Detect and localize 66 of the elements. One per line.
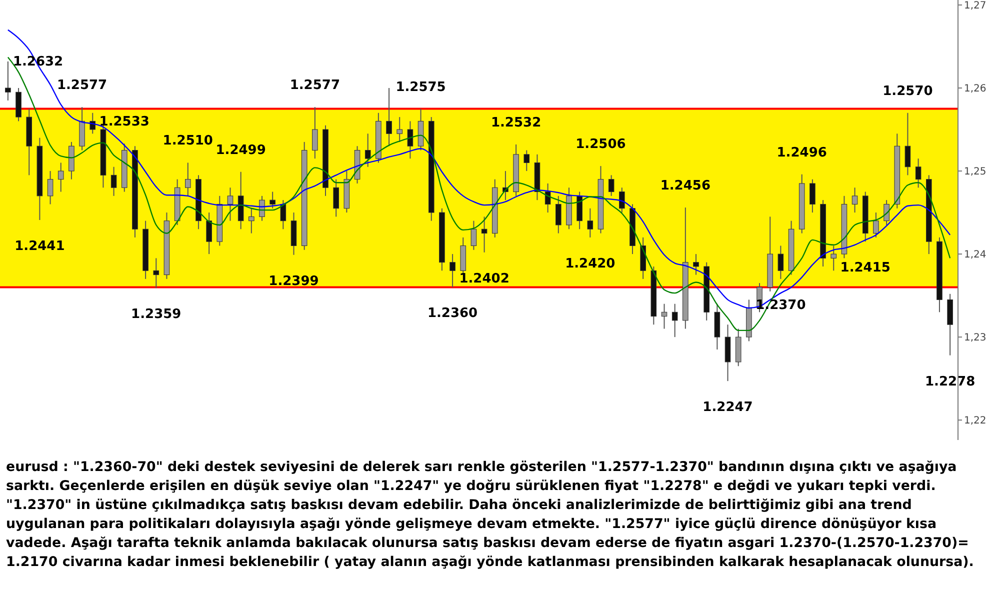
annotation: 1.2441	[14, 239, 65, 254]
candlestick	[185, 162, 191, 196]
candlestick	[619, 187, 625, 214]
annotation: 1.2278	[924, 374, 976, 390]
line-series	[7, 29, 951, 309]
candlestick	[153, 258, 160, 289]
y-tick-label: 1,27	[964, 0, 986, 12]
candlestick	[810, 178, 816, 214]
candlestick	[608, 174, 614, 196]
candlestick	[544, 182, 551, 214]
annotation: 1.2247	[702, 400, 753, 416]
candlestick	[524, 150, 530, 172]
annotation: 1.2506	[576, 137, 626, 152]
candlestick	[555, 195, 562, 234]
candlestick	[280, 200, 286, 230]
candlestick	[661, 303, 668, 330]
candlestick	[248, 208, 254, 234]
candlestick	[312, 106, 318, 160]
candlestick	[58, 162, 64, 192]
candlestick	[386, 88, 392, 147]
annotation: 1.2360	[427, 306, 478, 322]
candlestick	[884, 200, 890, 226]
y-tick-label: 1,25	[964, 166, 986, 178]
candlestick	[396, 116, 403, 142]
annotation: 1.2399	[268, 274, 319, 289]
candlestick	[227, 187, 234, 222]
candlestick	[407, 120, 414, 160]
y-tick-label: 1,26	[964, 84, 986, 94]
candlestick	[915, 158, 922, 188]
candlestick	[672, 303, 678, 338]
candlestick	[450, 254, 456, 288]
candlestick	[904, 112, 911, 176]
candlestick	[852, 187, 858, 214]
candlestick	[470, 220, 477, 250]
annotation: 1.2402	[459, 271, 510, 286]
y-tick-label: 1,23	[964, 332, 986, 344]
candlestick	[110, 166, 117, 196]
annotation: 1.2577	[56, 78, 108, 94]
candlestick	[873, 212, 879, 238]
candlestick	[364, 133, 371, 168]
candlestick	[333, 178, 339, 218]
annotation: 1.2575	[396, 80, 446, 95]
line-series	[7, 56, 951, 332]
y-tick-label: 1,22	[964, 416, 986, 427]
candlestick	[587, 208, 594, 238]
candlestick	[481, 216, 488, 253]
annotation: 1.2533	[99, 114, 150, 130]
annotation: 1.2570	[882, 84, 933, 99]
text: eurusd : "1.2360-70" deki destek seviyesini de delerek sarı renkle gösterilen "1.2577-1.2370" bandının dışına çıktı ve aşağıya sarktı. Geçenlerde erişilen en düşük seviye olan "1.2247" ye doğru sürüklenen fiyat "1.2278" e değdi ve yukarı tepki verdi. "1.2370" in üstüne çıkılmadıkça satış baskısı devam edebilir. Daha önceki analizlerimizde de belirttiğimiz gibi ana trend uygulanan para politikaları dolayısıyla aşağı yönde gelişmeye devam etmekte. "1.2577" iyice güçlü dirence dönüşüyor kısa vadede. Aşağı tarafta teknik anlamda bakılacak olunursa satış baskısı devam ederse de fiyatın asgari 1.2370-(1.2570-1.2370)= 1.2170 civarına kadar inmesi beklenebilir ( yatay alanın aşağı yönde katlanması prensibinden kalkarak hesaplanacak olunursa).	[6, 459, 975, 572]
candlestick	[830, 245, 837, 272]
annotation: 1.2499	[216, 142, 266, 158]
annotation: 1.2532	[490, 115, 542, 130]
candlestick	[693, 254, 699, 276]
candlestick	[778, 245, 784, 280]
annotation: 1.2415	[840, 260, 890, 276]
candlestick	[270, 191, 276, 209]
y-tick-label: 1,24	[964, 250, 986, 261]
annotation: 1.2456	[660, 178, 711, 194]
candlestick	[206, 212, 212, 255]
annotation: 1.2577	[290, 78, 340, 94]
annotation: 1.2420	[565, 256, 616, 272]
annotation: 1.2496	[776, 145, 827, 160]
annotation: 1.2510	[162, 134, 213, 149]
candlestick	[5, 60, 11, 101]
annotation: 1.2359	[131, 307, 182, 322]
candlestick	[47, 170, 54, 205]
